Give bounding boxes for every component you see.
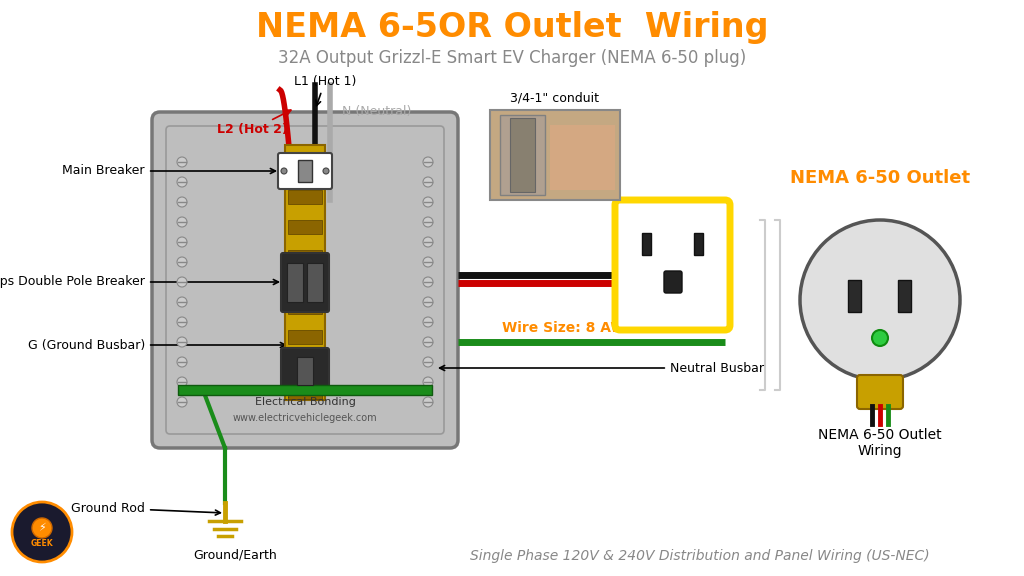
- Circle shape: [423, 237, 433, 247]
- Bar: [288, 385, 322, 399]
- Circle shape: [323, 168, 329, 174]
- Text: G (Ground Busbar): G (Ground Busbar): [28, 339, 286, 351]
- Bar: [285, 145, 325, 400]
- Text: www.electricvehiclegeek.com: www.electricvehiclegeek.com: [232, 413, 377, 423]
- Bar: [287, 263, 303, 302]
- Text: 3/4-1" conduit: 3/4-1" conduit: [511, 92, 599, 104]
- FancyBboxPatch shape: [664, 271, 682, 293]
- Bar: [500, 115, 545, 195]
- Circle shape: [12, 502, 72, 562]
- Circle shape: [177, 217, 187, 227]
- Circle shape: [423, 157, 433, 167]
- Circle shape: [177, 257, 187, 267]
- Text: Wire Size: 8 AWG: Wire Size: 8 AWG: [503, 321, 638, 335]
- Circle shape: [281, 168, 287, 174]
- Circle shape: [177, 377, 187, 387]
- Bar: [490, 110, 620, 200]
- Circle shape: [423, 357, 433, 367]
- Bar: [288, 250, 322, 264]
- Text: Single Phase 120V & 240V Distribution and Panel Wiring (US-NEC): Single Phase 120V & 240V Distribution an…: [470, 549, 930, 563]
- Circle shape: [177, 297, 187, 307]
- Circle shape: [177, 197, 187, 207]
- Bar: [550, 125, 615, 190]
- FancyBboxPatch shape: [278, 153, 332, 189]
- Circle shape: [177, 177, 187, 187]
- Circle shape: [423, 257, 433, 267]
- Bar: [297, 357, 313, 385]
- Circle shape: [423, 337, 433, 347]
- Bar: [694, 233, 703, 255]
- Bar: [307, 263, 323, 302]
- Text: GEEK: GEEK: [31, 540, 53, 548]
- Circle shape: [177, 277, 187, 287]
- FancyBboxPatch shape: [281, 348, 329, 394]
- FancyBboxPatch shape: [281, 253, 329, 312]
- FancyBboxPatch shape: [857, 375, 903, 409]
- Circle shape: [423, 317, 433, 327]
- Text: NEMA 6-50 Outlet
Wiring: NEMA 6-50 Outlet Wiring: [818, 428, 942, 458]
- Circle shape: [800, 220, 961, 380]
- Circle shape: [177, 397, 187, 407]
- Text: Neutral Busbar: Neutral Busbar: [439, 362, 764, 374]
- Text: L2 (Hot 2): L2 (Hot 2): [217, 110, 291, 137]
- Text: 32A Output Grizzl-E Smart EV Charger (NEMA 6-50 plug): 32A Output Grizzl-E Smart EV Charger (NE…: [278, 49, 746, 67]
- FancyBboxPatch shape: [152, 112, 458, 448]
- Bar: [298, 160, 312, 182]
- Bar: [178, 385, 432, 395]
- Circle shape: [177, 157, 187, 167]
- Text: N (Neutral): N (Neutral): [342, 105, 412, 119]
- Bar: [288, 160, 322, 174]
- Text: Main Breaker: Main Breaker: [62, 165, 275, 177]
- Bar: [642, 233, 651, 255]
- Circle shape: [423, 197, 433, 207]
- Text: Ground Rod: Ground Rod: [71, 502, 220, 515]
- Circle shape: [423, 177, 433, 187]
- Bar: [848, 280, 861, 312]
- Bar: [510, 118, 535, 192]
- FancyBboxPatch shape: [615, 200, 730, 330]
- Circle shape: [177, 237, 187, 247]
- Text: NEMA 6-5OR Outlet  Wiring: NEMA 6-5OR Outlet Wiring: [256, 12, 768, 44]
- Circle shape: [177, 337, 187, 347]
- Text: Ground/Earth: Ground/Earth: [194, 548, 276, 562]
- Text: L1 (Hot 1): L1 (Hot 1): [294, 75, 356, 105]
- Bar: [898, 280, 911, 312]
- Text: Electrical Bonding: Electrical Bonding: [255, 397, 355, 407]
- Circle shape: [423, 297, 433, 307]
- Bar: [288, 220, 322, 234]
- Circle shape: [32, 518, 52, 538]
- Circle shape: [872, 330, 888, 346]
- Text: ⚡: ⚡: [38, 523, 46, 533]
- Bar: [288, 330, 322, 344]
- Circle shape: [177, 317, 187, 327]
- Circle shape: [423, 217, 433, 227]
- Text: 40 amps Double Pole Breaker: 40 amps Double Pole Breaker: [0, 275, 279, 289]
- Bar: [288, 190, 322, 204]
- Bar: [288, 360, 322, 374]
- Circle shape: [423, 377, 433, 387]
- Circle shape: [177, 357, 187, 367]
- Bar: [288, 275, 322, 289]
- Bar: [288, 300, 322, 314]
- Circle shape: [423, 397, 433, 407]
- Circle shape: [423, 277, 433, 287]
- Text: NEMA 6-50 Outlet: NEMA 6-50 Outlet: [790, 169, 970, 187]
